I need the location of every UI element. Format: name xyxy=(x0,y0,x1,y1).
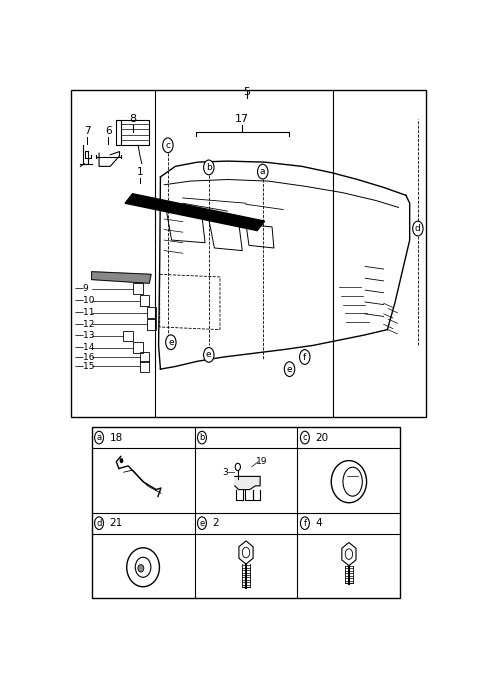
Bar xyxy=(92,427,400,598)
Circle shape xyxy=(300,517,310,529)
Text: e: e xyxy=(287,365,292,373)
Text: 20: 20 xyxy=(315,432,328,443)
Polygon shape xyxy=(235,476,260,490)
Text: e: e xyxy=(168,338,174,347)
Text: 1: 1 xyxy=(137,167,144,177)
Text: e: e xyxy=(199,518,204,527)
Circle shape xyxy=(95,517,104,529)
Text: —14: —14 xyxy=(74,343,95,352)
Bar xyxy=(133,283,143,294)
Text: f: f xyxy=(303,518,306,527)
Circle shape xyxy=(204,160,214,175)
Circle shape xyxy=(166,335,176,350)
Text: 19: 19 xyxy=(256,457,267,466)
Bar xyxy=(140,352,149,363)
Bar xyxy=(147,319,156,330)
Circle shape xyxy=(204,347,214,363)
Bar xyxy=(123,330,132,341)
Circle shape xyxy=(95,432,104,444)
Bar xyxy=(133,342,143,353)
Text: —11: —11 xyxy=(74,308,95,317)
Bar xyxy=(71,90,426,417)
Text: c: c xyxy=(166,141,170,150)
Circle shape xyxy=(163,138,173,153)
Circle shape xyxy=(120,458,123,463)
Circle shape xyxy=(197,432,206,444)
Circle shape xyxy=(197,517,206,529)
Text: b: b xyxy=(206,163,212,172)
Text: 8: 8 xyxy=(129,114,136,124)
Ellipse shape xyxy=(138,564,144,572)
Text: d: d xyxy=(415,224,421,233)
Circle shape xyxy=(300,350,310,365)
Bar xyxy=(140,361,149,372)
Circle shape xyxy=(300,432,310,444)
Text: a: a xyxy=(260,167,265,176)
Text: 2: 2 xyxy=(212,518,219,528)
Bar xyxy=(147,308,156,318)
Circle shape xyxy=(413,221,423,236)
Text: —12: —12 xyxy=(74,320,95,329)
Polygon shape xyxy=(92,272,151,283)
Circle shape xyxy=(258,164,268,179)
Text: 4: 4 xyxy=(315,518,322,528)
Text: 17: 17 xyxy=(235,114,249,124)
Text: d: d xyxy=(96,518,102,527)
Text: e: e xyxy=(206,350,212,359)
Text: b: b xyxy=(199,433,204,442)
Text: 3: 3 xyxy=(222,468,228,477)
Text: —9: —9 xyxy=(74,284,89,293)
Text: a: a xyxy=(96,433,102,442)
Polygon shape xyxy=(125,194,264,231)
Text: 6: 6 xyxy=(105,126,112,136)
Text: —13: —13 xyxy=(74,332,95,341)
Bar xyxy=(120,120,148,145)
Bar xyxy=(140,295,149,306)
Text: 5: 5 xyxy=(244,88,251,97)
Text: f: f xyxy=(303,352,306,362)
Text: c: c xyxy=(302,433,307,442)
Text: —16: —16 xyxy=(74,352,95,362)
Circle shape xyxy=(284,362,295,376)
Text: —15: —15 xyxy=(74,362,95,371)
Text: 7: 7 xyxy=(84,126,90,136)
Text: 18: 18 xyxy=(109,432,123,443)
Text: 21: 21 xyxy=(109,518,123,528)
Text: —10: —10 xyxy=(74,296,95,305)
